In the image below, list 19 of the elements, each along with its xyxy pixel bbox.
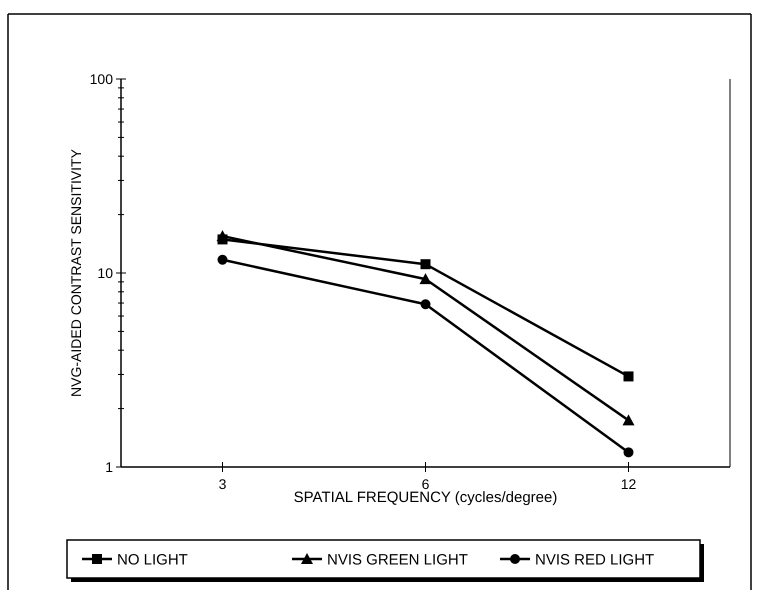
- point: [420, 299, 430, 310]
- point: [218, 234, 228, 244]
- y-tick-label: 100: [90, 70, 114, 87]
- legend-label: NO LIGHT: [117, 551, 188, 568]
- y-tick-label: 1: [105, 458, 114, 475]
- point: [218, 254, 228, 265]
- point: [622, 414, 634, 426]
- point: [420, 273, 432, 284]
- point: [624, 447, 634, 458]
- point: [420, 259, 430, 270]
- legend-label: NVIS GREEN LIGHT: [327, 551, 468, 568]
- x-axis-title: SPATIAL FREQUENCY (cycles/degree): [294, 489, 558, 506]
- x-tick-label: 3: [218, 476, 227, 492]
- y-tick-label: 10: [97, 264, 114, 281]
- x-tick-label: 6: [422, 476, 430, 492]
- x-tick-label: 12: [620, 476, 636, 492]
- y-axis-title: NVG-AIDED CONTRAST SENSITIVITY: [68, 148, 84, 397]
- point: [624, 371, 634, 382]
- legend-label: NVIS RED LIGHT: [535, 551, 654, 568]
